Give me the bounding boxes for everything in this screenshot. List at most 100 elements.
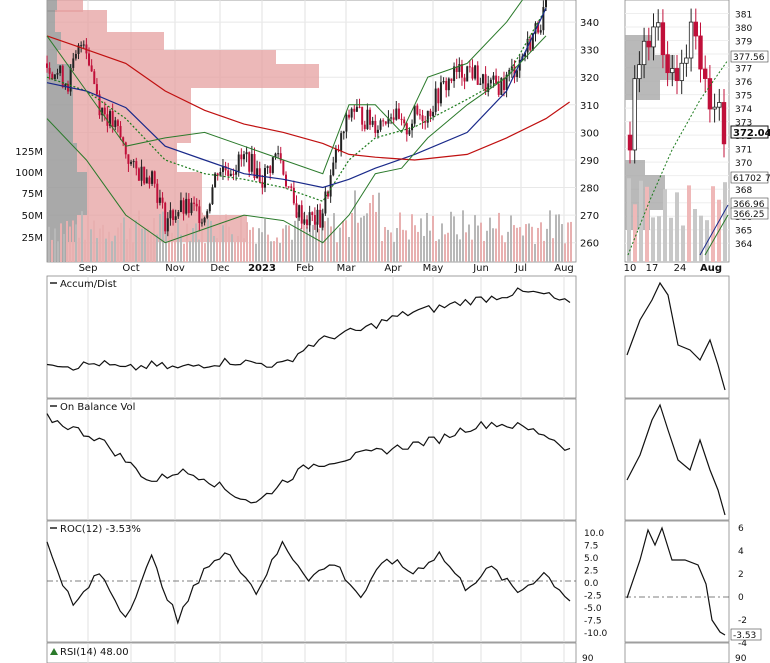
candle-body [308, 212, 311, 226]
candle-body [463, 77, 466, 82]
candle-body [489, 79, 492, 84]
volume-bar [507, 231, 509, 262]
volume-bar [102, 224, 104, 262]
zoom-roc [626, 526, 726, 636]
volume-bar [339, 227, 341, 262]
volume-bar [210, 220, 212, 262]
candle-body [311, 212, 314, 216]
volume-bar [408, 239, 410, 262]
volume-bar [138, 210, 140, 262]
volume-bar [516, 227, 518, 262]
zoom-price-tick: 379 [735, 38, 752, 48]
candle-body [497, 83, 500, 95]
volume-bar [366, 213, 368, 262]
volume-bar [369, 203, 371, 262]
volume-bar [213, 235, 215, 262]
candle-body [439, 82, 442, 104]
zoom-candle-body [670, 68, 675, 74]
candle-body [229, 173, 232, 177]
month-label: 2023 [248, 263, 276, 274]
volume-bar [228, 226, 230, 262]
zoom-candle-body [637, 64, 642, 80]
candle-body [274, 153, 277, 158]
volume-bar [159, 213, 161, 262]
candle-body [334, 149, 337, 163]
rsi-tick-label: 90 [582, 654, 594, 663]
candle-body [116, 120, 119, 126]
candle-body [258, 168, 261, 182]
candle-body [300, 205, 303, 224]
candle-body [466, 66, 469, 82]
candle-body [474, 65, 477, 79]
month-label: Jul [514, 263, 527, 274]
candle-body [143, 166, 146, 184]
zoom-volume-bar [627, 178, 631, 262]
obv-title: On Balance Vol [60, 402, 135, 413]
candle-body [479, 83, 482, 85]
candle-body [384, 121, 387, 124]
volume-bar [318, 228, 320, 262]
panel-roc [46, 520, 577, 643]
candle-body [151, 171, 154, 184]
candle-body [124, 142, 127, 155]
candle-body [523, 52, 526, 57]
zoom-volume-bar [693, 208, 697, 262]
candle-body [321, 213, 324, 228]
volume-bar [198, 239, 200, 262]
volume-bar [315, 221, 317, 262]
last-price-label: 372.04 [733, 128, 770, 139]
volume-bar [132, 242, 134, 262]
month-label: May [423, 263, 444, 274]
candle-body [542, 7, 545, 31]
volume-bar [555, 214, 557, 262]
candle-body [90, 65, 93, 72]
candle-body [295, 203, 298, 218]
zoom-price-tick: 365 [735, 227, 752, 237]
zoom-vbp [625, 35, 655, 55]
volume-bar [447, 232, 449, 262]
candle-body [424, 121, 427, 123]
volume-bar [324, 221, 326, 262]
vbp-red [73, 115, 191, 143]
volume-bar [261, 232, 263, 262]
candle-body [140, 166, 143, 181]
zoom-candle-body [707, 78, 713, 110]
candle-body [413, 105, 416, 124]
volume-bar [411, 214, 413, 262]
candle-body [374, 120, 377, 134]
volume-bar [465, 232, 467, 262]
candle-body [224, 165, 227, 171]
volume-bar [48, 226, 50, 262]
volume-bar [270, 241, 272, 262]
volume-bar [537, 227, 539, 262]
candle-body [387, 118, 390, 124]
volume-bar [417, 231, 419, 262]
price-tick-label: 310 [580, 101, 599, 112]
candle-body [471, 67, 474, 79]
price-tick-label: 320 [580, 73, 599, 84]
candle-body [316, 209, 319, 225]
volume-bar [432, 215, 434, 262]
candle-body [269, 166, 272, 173]
candle-body [221, 165, 224, 173]
zoom-candle-body [679, 62, 684, 81]
volume-bar [504, 242, 506, 262]
volume-bar [546, 228, 548, 262]
candle-body [95, 84, 98, 95]
candle-body [101, 107, 104, 116]
ma1-label: 377.56 [733, 53, 765, 63]
volume-bar [141, 228, 143, 262]
volume-bar [528, 223, 530, 262]
volume-bar [135, 220, 137, 262]
volume-bar [330, 226, 332, 262]
zoom-price-tick: 380 [735, 24, 752, 34]
zoom-price-tick: 371 [735, 146, 752, 156]
zoom-volume-bar [699, 215, 703, 262]
candle-body [531, 33, 534, 51]
zoom-panel-obv [624, 398, 730, 521]
candle-body [256, 168, 259, 178]
candle-body [282, 160, 285, 175]
candle-body [371, 120, 374, 125]
candle-body [376, 129, 379, 134]
candle-body [453, 66, 456, 82]
